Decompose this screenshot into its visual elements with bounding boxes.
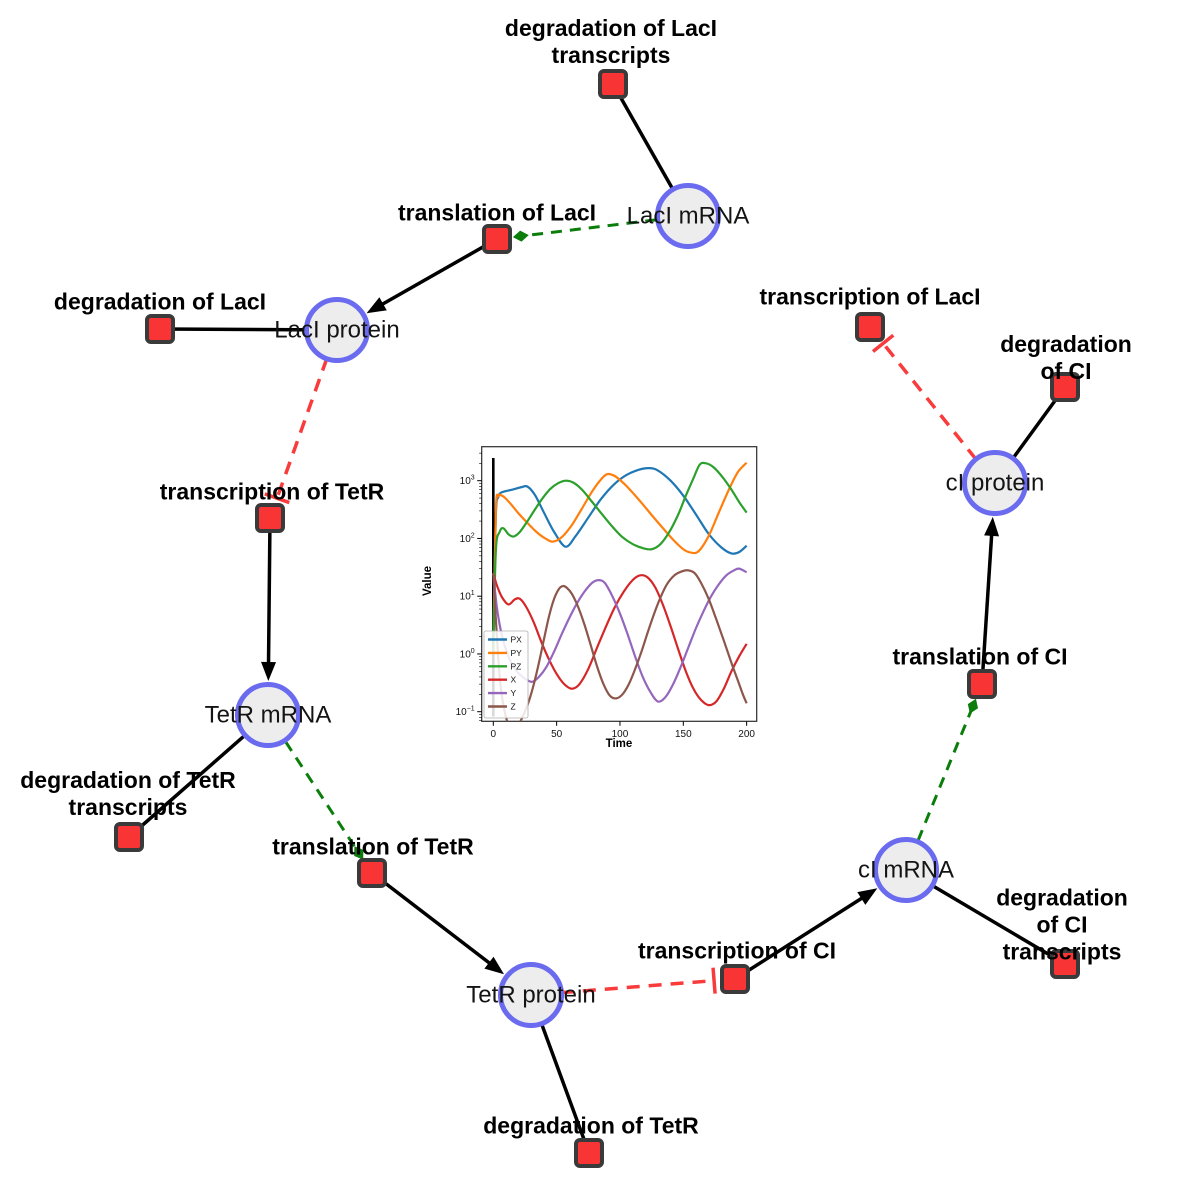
edge-txn_ci-ci_mrna-arrowhead <box>857 888 878 905</box>
x-tick-label: 200 <box>738 729 755 740</box>
edge-laci_mrna-tln_laci-diamond <box>512 230 529 242</box>
edge-txn_tetr-tetr_mrna-arrowhead <box>261 661 277 682</box>
reaction-node-txn_tetr[interactable] <box>255 503 285 533</box>
reaction-label-deg_tetr: degradation of TetR <box>483 1112 699 1139</box>
reaction-label-deg_tetr_tx: degradation of TetR transcripts <box>20 767 236 820</box>
y-tick-label: 102 <box>460 532 475 545</box>
edge-tln_tetr-tetr_protein-arrowhead <box>484 956 505 975</box>
reaction-node-deg_laci[interactable] <box>145 314 175 344</box>
reaction-label-deg_laci_tx: degradation of LacI transcripts <box>504 15 718 68</box>
edge-tln_laci-laci_protein-arrowhead <box>366 297 387 314</box>
plot-series-PX <box>492 467 748 637</box>
edge-laci_protein-txn_tetr <box>264 492 290 505</box>
reaction-label-tln_ci: translation of CI <box>892 643 1068 670</box>
edge-tln_ci-ci_protein-arrowhead <box>984 516 1000 537</box>
species-label-laci_protein: LacI protein <box>274 316 400 344</box>
plot-xlabel: Time <box>606 738 633 750</box>
legend-label-PZ: PZ <box>511 661 522 671</box>
species-node-tetr_protein[interactable] <box>498 962 564 1028</box>
edge-tetr_mrna-tln_tetr <box>284 740 358 851</box>
plot-series-Y <box>492 567 748 703</box>
reaction-label-txn_laci: transcription of LacI <box>759 283 981 310</box>
plot-series-X <box>492 572 748 707</box>
plot-series-PY <box>492 461 748 654</box>
y-tick-label: 100 <box>460 648 475 661</box>
reaction-label-tln_laci: translation of LacI <box>397 199 597 226</box>
x-tick-label: 0 <box>491 729 497 740</box>
plot-axes-box <box>481 446 758 722</box>
reaction-node-deg_tetr[interactable] <box>574 1138 604 1168</box>
reaction-node-deg_laci_tx[interactable] <box>598 69 628 99</box>
plot-series-PZ <box>492 461 748 654</box>
edge-tln_laci-laci_protein <box>378 237 498 308</box>
reaction-label-tln_tetr: translation of TetR <box>272 833 474 860</box>
x-tick-label: 50 <box>551 729 563 740</box>
reaction-node-txn_ci[interactable] <box>720 964 750 994</box>
legend-label-X: X <box>511 675 517 685</box>
legend-label-PX: PX <box>511 635 523 645</box>
reaction-label-deg_laci: degradation of LacI <box>53 288 267 315</box>
species-label-tetr_protein: TetR protein <box>466 981 596 1009</box>
plot-legend: PX PY PZ XYZ <box>483 630 529 719</box>
legend-label-Y: Y <box>511 688 517 698</box>
edge-ci_mrna-tln_ci <box>916 709 973 841</box>
edge-tetr_protein-txn_ci <box>560 978 715 995</box>
y-tick-label: 101 <box>460 590 475 603</box>
reaction-label-deg_ci: degradation of CI <box>1000 331 1132 384</box>
edge-txn_tetr-tetr_mrna <box>266 517 272 667</box>
edge-ci_protein-txn_laci <box>871 333 895 353</box>
legend-label-Z: Z <box>511 702 516 712</box>
reaction-label-txn_tetr: transcription of TetR <box>159 478 385 505</box>
reaction-label-txn_ci: transcription of CI <box>637 937 837 964</box>
edge-tetr_mrna-tln_tetr-diamond <box>354 846 364 860</box>
species-label-laci_mrna: LacI mRNA <box>626 202 750 230</box>
simulation-plot: 0 50 100 150 200 10−1 100 101 102 103 PX PY PZ X Y Z Ti… <box>420 430 780 775</box>
x-tick-label: 100 <box>612 729 629 740</box>
species-node-ci_mrna[interactable] <box>873 837 939 903</box>
y-tick-label: 10−1 <box>456 706 475 719</box>
reaction-node-tln_laci[interactable] <box>482 224 512 254</box>
species-node-laci_mrna[interactable] <box>655 183 721 249</box>
edge-tln_tetr-tetr_protein <box>370 871 494 967</box>
legend-label-PY: PY <box>511 648 523 658</box>
plot-ylabel: Value <box>422 566 434 596</box>
reaction-node-tln_ci[interactable] <box>967 669 997 699</box>
plot-series-Z <box>492 569 748 722</box>
reaction-label-deg_ci_tx: degradation of CI transcripts <box>996 884 1128 965</box>
species-node-laci_protein[interactable] <box>304 297 370 363</box>
x-tick-label: 150 <box>675 729 692 740</box>
species-label-tetr_mrna: TetR mRNA <box>204 701 332 729</box>
edge-txn_ci-ci_mrna <box>734 894 866 981</box>
species-label-ci_protein: cI protein <box>945 469 1045 497</box>
reaction-node-txn_laci[interactable] <box>855 312 885 342</box>
edge-tln_ci-ci_protein <box>980 531 994 685</box>
reaction-node-deg_ci[interactable] <box>1050 372 1080 402</box>
species-node-ci_protein[interactable] <box>962 450 1028 516</box>
reaction-node-deg_tetr_tx[interactable] <box>114 822 144 852</box>
edge-ci_protein-txn_laci <box>881 342 978 461</box>
species-node-tetr_mrna[interactable] <box>235 682 301 748</box>
y-tick-label: 103 <box>460 475 475 488</box>
reaction-node-tln_tetr[interactable] <box>357 858 387 888</box>
edge-ci_mrna-tln_ci-diamond <box>967 698 979 714</box>
species-label-ci_mrna: cI mRNA <box>858 856 954 884</box>
edge-laci_mrna-tln_laci <box>524 218 657 238</box>
reaction-node-deg_ci_tx[interactable] <box>1050 949 1080 979</box>
edge-tetr_protein-txn_ci <box>711 967 717 994</box>
edge-laci_protein-txn_tetr <box>275 357 329 499</box>
